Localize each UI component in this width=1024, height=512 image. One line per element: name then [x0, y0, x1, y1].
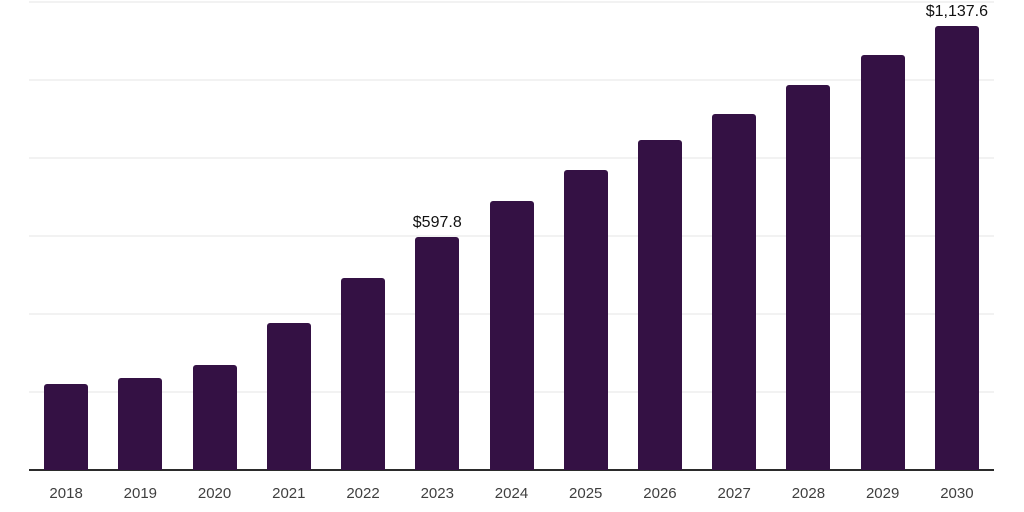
- gridline-1200: [29, 1, 994, 3]
- bar-2024: [489, 201, 534, 470]
- x-tick-label-2030: 2030: [940, 485, 974, 502]
- x-tick-label-2018: 2018: [49, 485, 83, 502]
- x-tick-label-2022: 2022: [346, 485, 380, 502]
- bar-2019: [118, 378, 163, 470]
- bar-2027: [712, 114, 757, 470]
- bar-2018: [44, 383, 89, 470]
- x-tick-label-2025: 2025: [569, 485, 603, 502]
- x-axis-line: [29, 469, 994, 471]
- x-tick-label-2029: 2029: [865, 485, 900, 502]
- bar-2021: [266, 322, 311, 470]
- x-tick-label-2026: 2026: [643, 485, 677, 502]
- x-tick-label-2024: 2024: [494, 485, 529, 502]
- bar-2022: [341, 278, 386, 470]
- data-label-2023: $597.8: [412, 213, 462, 231]
- bar-2030: [934, 26, 979, 470]
- x-tick-label-2021: 2021: [272, 485, 306, 502]
- gridline-1000: [29, 79, 994, 81]
- bar-2023: [415, 236, 460, 470]
- x-tick-label-2027: 2027: [717, 485, 751, 502]
- x-tick-label-2020: 2020: [197, 485, 232, 502]
- bar-2025: [563, 170, 608, 470]
- bar-2029: [860, 55, 905, 470]
- bar-2028: [786, 85, 831, 470]
- gridline-800: [29, 157, 994, 159]
- bar-2026: [637, 140, 682, 470]
- x-tick-label-2028: 2028: [791, 485, 826, 502]
- data-label-2030: $1,137.6: [925, 3, 989, 21]
- plot-area: $597.8 $1,137.6: [29, 1, 994, 471]
- x-tick-label-2019: 2019: [123, 485, 158, 502]
- x-tick-label-2023: 2023: [420, 485, 454, 502]
- bar-2020: [192, 364, 237, 470]
